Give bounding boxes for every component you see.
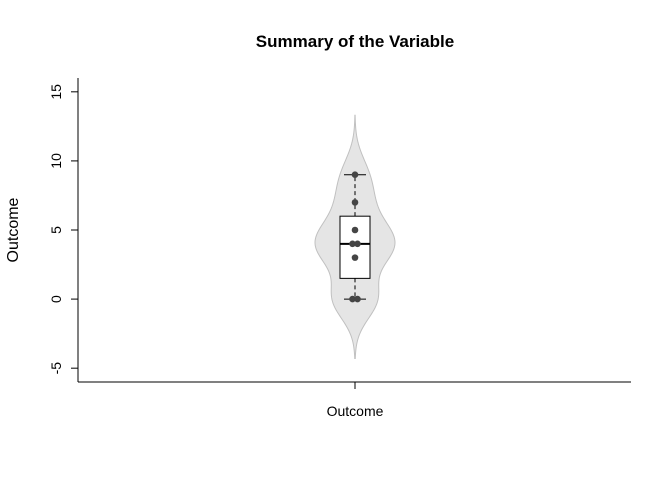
data-point bbox=[354, 240, 361, 248]
y-tick-label: 0 bbox=[48, 295, 64, 303]
data-point bbox=[354, 295, 361, 303]
data-point bbox=[351, 226, 359, 234]
chart-title: Summary of the Variable bbox=[256, 32, 454, 51]
y-tick-label: 10 bbox=[48, 153, 64, 169]
data-point bbox=[349, 240, 356, 248]
data-point bbox=[351, 171, 359, 179]
x-tick-label: Outcome bbox=[327, 403, 384, 419]
data-point bbox=[351, 199, 359, 206]
y-tick-label: 5 bbox=[48, 226, 64, 234]
y-tick-label: 15 bbox=[48, 84, 64, 100]
data-point bbox=[349, 295, 356, 303]
y-tick-label: -5 bbox=[48, 362, 64, 375]
box-iqr bbox=[339, 215, 371, 279]
data-point bbox=[351, 254, 359, 261]
y-axis-label: Outcome bbox=[5, 197, 22, 262]
